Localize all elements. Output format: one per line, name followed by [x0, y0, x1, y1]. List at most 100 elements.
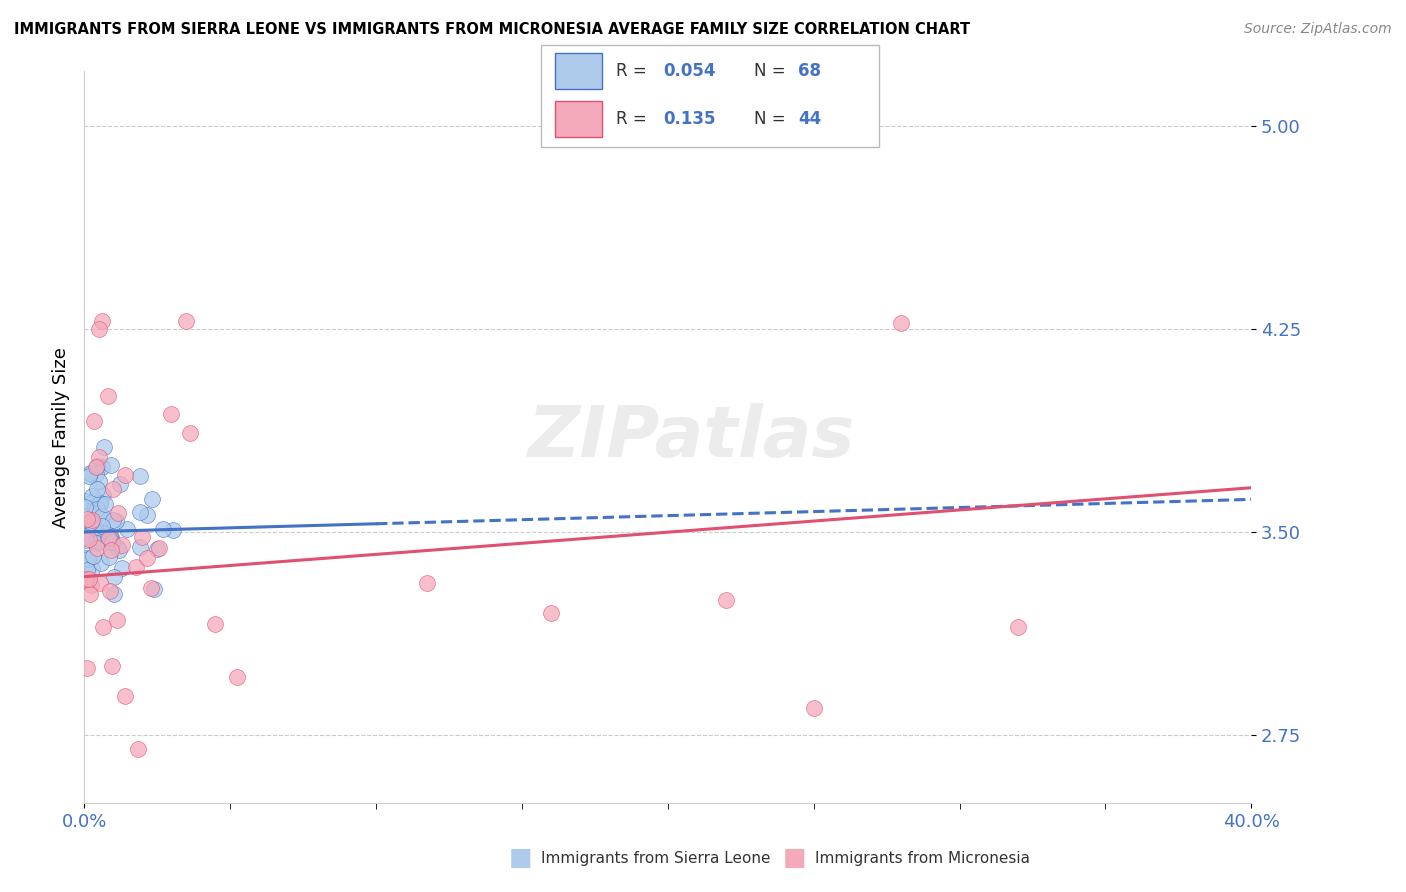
Point [103, 513, 125, 527]
Point [87, 474, 110, 488]
Point [131, 531, 153, 545]
Point [98, 530, 121, 544]
FancyBboxPatch shape [555, 101, 602, 137]
Point [79, 467, 101, 481]
Point [90, 533, 112, 547]
Point [540, 606, 562, 620]
Point [89, 496, 111, 510]
Point [114, 689, 136, 703]
Point [97, 389, 120, 403]
Point [91, 620, 114, 634]
Point [162, 523, 184, 537]
Point [204, 616, 226, 631]
Point [176, 313, 198, 327]
Point [75, 533, 97, 548]
Point [76, 552, 98, 566]
Point [103, 586, 125, 600]
Point [86, 541, 108, 555]
Y-axis label: Average Family Size: Average Family Size [52, 347, 70, 527]
Point [76, 563, 98, 577]
Point [179, 426, 201, 441]
Point [716, 592, 738, 607]
Point [89, 496, 111, 510]
Text: ■: ■ [783, 847, 806, 870]
Text: 0.135: 0.135 [662, 110, 716, 128]
Point [77, 469, 100, 483]
Point [90, 518, 112, 533]
FancyBboxPatch shape [541, 45, 879, 147]
Point [82, 513, 104, 527]
Point [100, 659, 122, 673]
Point [90, 526, 112, 541]
Point [82, 521, 104, 535]
Point [101, 534, 124, 549]
Point [76, 512, 98, 526]
Point [80, 561, 103, 575]
Point [129, 505, 152, 519]
Text: 0.054: 0.054 [662, 62, 716, 79]
Point [79, 587, 101, 601]
Point [107, 543, 129, 558]
Point [83, 536, 105, 550]
Point [87, 527, 110, 541]
Point [135, 551, 157, 566]
Point [75, 500, 97, 514]
Point [91, 459, 114, 474]
Point [115, 522, 138, 536]
Point [77, 532, 100, 546]
Point [1007, 620, 1029, 634]
Point [77, 572, 100, 586]
Point [100, 542, 122, 557]
Point [84, 500, 107, 515]
Point [803, 701, 825, 715]
Point [87, 533, 110, 547]
Point [139, 581, 162, 595]
Point [84, 520, 107, 534]
Point [127, 741, 149, 756]
Point [107, 506, 129, 520]
Point [84, 467, 107, 481]
Point [108, 477, 131, 491]
Point [148, 541, 170, 555]
Text: ZIPatlas: ZIPatlas [527, 402, 855, 472]
Text: 68: 68 [797, 62, 821, 79]
Text: R =: R = [616, 110, 651, 128]
Point [111, 561, 134, 575]
Point [159, 408, 181, 422]
Point [97, 530, 120, 544]
Point [100, 458, 122, 472]
Point [80, 489, 103, 503]
Point [90, 557, 112, 571]
Point [100, 530, 122, 544]
Point [79, 496, 101, 510]
Point [135, 508, 157, 522]
Point [86, 483, 108, 497]
Point [143, 582, 166, 596]
Point [97, 532, 120, 546]
Text: N =: N = [754, 62, 790, 79]
Point [84, 506, 107, 520]
Point [87, 506, 110, 520]
FancyBboxPatch shape [555, 53, 602, 88]
Point [104, 514, 127, 528]
Text: Source: ZipAtlas.com: Source: ZipAtlas.com [1244, 22, 1392, 37]
Point [129, 468, 152, 483]
Point [87, 532, 110, 546]
Point [416, 576, 439, 591]
Point [83, 414, 105, 428]
Point [94, 497, 117, 511]
Point [103, 570, 125, 584]
Point [89, 576, 111, 591]
Text: R =: R = [616, 62, 651, 79]
Point [75, 529, 97, 543]
Point [98, 549, 121, 564]
Point [86, 535, 108, 549]
Point [84, 459, 107, 474]
Point [90, 313, 112, 327]
Point [89, 450, 111, 464]
Text: N =: N = [754, 110, 790, 128]
Point [86, 458, 108, 473]
Point [94, 526, 117, 541]
Text: Immigrants from Sierra Leone: Immigrants from Sierra Leone [541, 851, 770, 865]
Point [128, 540, 150, 554]
